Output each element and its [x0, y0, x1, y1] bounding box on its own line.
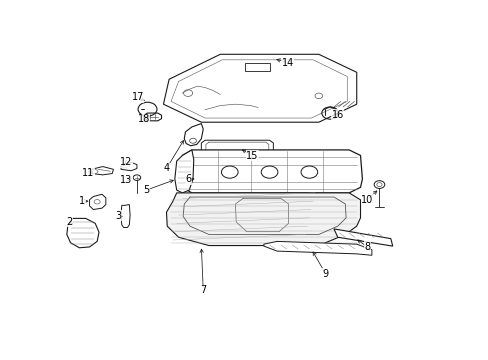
Text: 9: 9 — [322, 269, 328, 279]
Polygon shape — [121, 162, 137, 171]
Polygon shape — [180, 150, 362, 193]
Polygon shape — [166, 193, 360, 246]
Polygon shape — [67, 219, 99, 248]
Text: 10: 10 — [361, 195, 373, 205]
Text: 6: 6 — [184, 174, 191, 184]
Polygon shape — [121, 204, 130, 228]
Text: 3: 3 — [116, 211, 122, 221]
Text: 4: 4 — [163, 163, 169, 174]
Text: 7: 7 — [200, 285, 206, 296]
Text: 8: 8 — [364, 242, 369, 252]
Polygon shape — [143, 113, 161, 121]
Text: 17: 17 — [131, 92, 143, 102]
Polygon shape — [201, 140, 273, 154]
Text: 14: 14 — [281, 58, 293, 68]
Polygon shape — [333, 229, 392, 246]
Polygon shape — [175, 150, 193, 193]
Text: 2: 2 — [66, 217, 72, 227]
Polygon shape — [264, 242, 371, 255]
Text: 15: 15 — [246, 151, 258, 161]
Text: 11: 11 — [82, 168, 94, 179]
Text: 1: 1 — [79, 196, 85, 206]
Polygon shape — [89, 194, 105, 210]
Text: 5: 5 — [143, 185, 149, 195]
Text: 12: 12 — [120, 157, 132, 167]
Polygon shape — [91, 167, 113, 175]
Text: 16: 16 — [331, 110, 343, 120]
Text: 18: 18 — [137, 114, 149, 124]
Bar — [244, 63, 269, 71]
Text: 13: 13 — [120, 175, 132, 185]
Polygon shape — [163, 54, 356, 122]
Polygon shape — [184, 123, 203, 146]
